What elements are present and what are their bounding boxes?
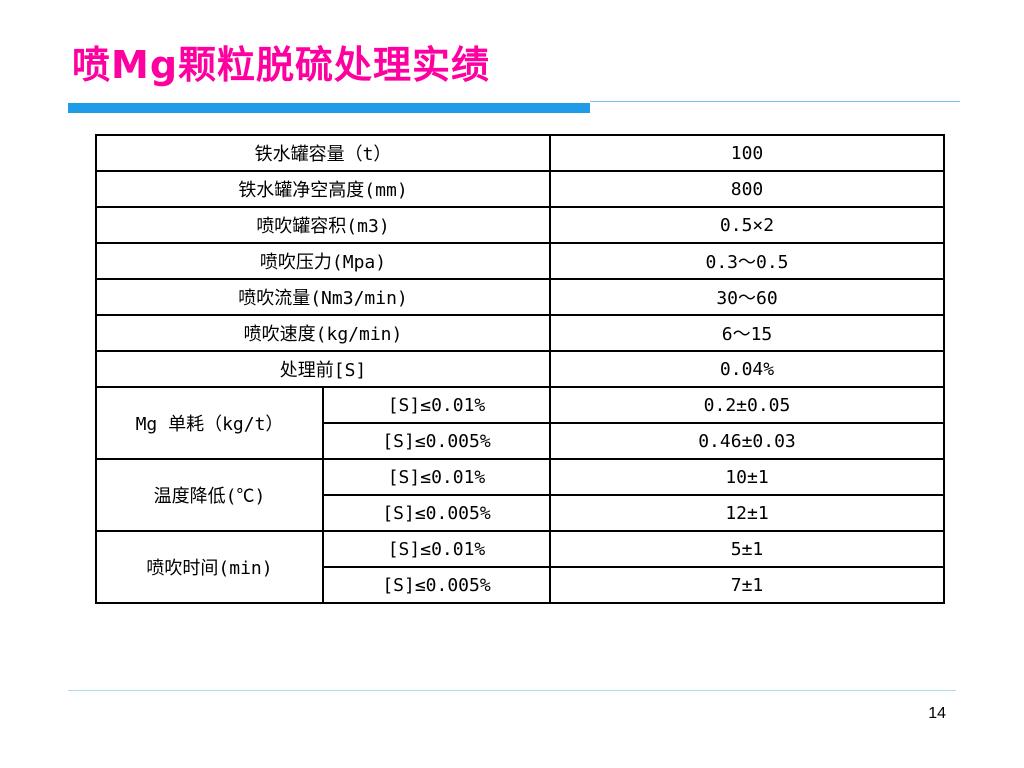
specification-table: 铁水罐容量（t） 100 铁水罐净空高度(mm) 800 喷吹罐容积(m3) 0… [95, 134, 945, 604]
slide-title: 喷Mg颗粒脱硫处理实绩 [72, 43, 491, 87]
row-value: 7±1 [549, 566, 945, 604]
row-value: 0.46±0.03 [549, 422, 945, 460]
table-row: 铁水罐净空高度(mm) 800 [95, 170, 945, 208]
row-value: 0.04% [549, 350, 945, 388]
table-row: 喷吹速度(kg/min) 6～15 [95, 314, 945, 352]
table-row: [S]≤0.005% 12±1 [96, 494, 945, 532]
row-condition: [S]≤0.01% [322, 386, 551, 424]
table-row: 喷吹压力(Mpa) 0.3～0.5 [95, 242, 945, 280]
table-row: [S]≤0.005% 7±1 [96, 566, 945, 604]
row-condition: [S]≤0.005% [322, 494, 551, 532]
row-label: 处理前[S] [95, 350, 551, 388]
row-value: 800 [549, 170, 945, 208]
row-condition: [S]≤0.005% [322, 422, 551, 460]
group-label-temperature-drop: 温度降低(℃) [95, 458, 324, 532]
row-label: 铁水罐容量（t） [95, 134, 551, 172]
row-label: 喷吹罐容积(m3) [95, 206, 551, 244]
title-underline-thin [590, 101, 960, 102]
row-value: 10±1 [549, 458, 945, 496]
group-label-mg-consumption: Mg 单耗（kg/t） [95, 386, 324, 460]
table-row: 处理前[S] 0.04% [95, 350, 945, 388]
row-label: 喷吹速度(kg/min) [95, 314, 551, 352]
row-condition: [S]≤0.01% [322, 530, 551, 568]
row-label: 铁水罐净空高度(mm) [95, 170, 551, 208]
row-label: 喷吹压力(Mpa) [95, 242, 551, 280]
row-value: 0.2±0.05 [549, 386, 945, 424]
row-value: 30～60 [549, 278, 945, 316]
row-value: 0.5×2 [549, 206, 945, 244]
table-row: 温度降低(℃) [S]≤0.01% 10±1 [95, 458, 945, 532]
page-number: 14 [928, 705, 946, 722]
row-condition: [S]≤0.005% [322, 566, 551, 604]
table-row: 喷吹时间(min) [S]≤0.01% 5±1 [95, 530, 945, 604]
row-value: 100 [549, 134, 945, 172]
table-row: Mg 单耗（kg/t） [S]≤0.01% 0.2±0.05 [95, 386, 945, 460]
row-value: 0.3～0.5 [549, 242, 945, 280]
row-condition: [S]≤0.01% [322, 458, 551, 496]
footer-divider [68, 690, 956, 691]
table-row: 铁水罐容量（t） 100 [95, 134, 945, 172]
title-underline-thick [68, 103, 590, 113]
row-value: 12±1 [549, 494, 945, 532]
row-label: 喷吹流量(Nm3/min) [95, 278, 551, 316]
table-row: 喷吹罐容积(m3) 0.5×2 [95, 206, 945, 244]
row-value: 5±1 [549, 530, 945, 568]
group-label-injection-time: 喷吹时间(min) [95, 530, 324, 604]
table-row: [S]≤0.005% 0.46±0.03 [96, 422, 945, 460]
table-row: 喷吹流量(Nm3/min) 30～60 [95, 278, 945, 316]
row-value: 6～15 [549, 314, 945, 352]
